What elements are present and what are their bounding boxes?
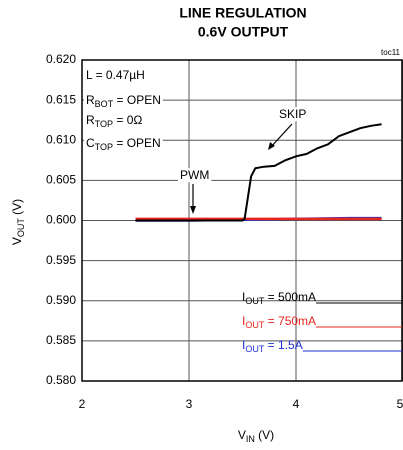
y-tick-label: 0.585 bbox=[46, 333, 76, 347]
legend-label-rest: = 750mA bbox=[264, 314, 316, 328]
y-tick-label: 0.620 bbox=[46, 52, 76, 66]
x-tick-label: 4 bbox=[293, 397, 300, 411]
legend-label-rest: = 500mA bbox=[264, 290, 316, 304]
x-axis-label: VIN (V) bbox=[238, 428, 274, 444]
series-line bbox=[135, 123, 382, 222]
annotation-rest: = OPEN bbox=[113, 136, 161, 150]
x-tick-label: 5 bbox=[397, 397, 403, 411]
annotation: PWM bbox=[180, 168, 209, 182]
annotation-main: R bbox=[86, 93, 95, 107]
y-tick-label: 0.610 bbox=[46, 132, 76, 146]
x-tick-label: 2 bbox=[79, 397, 86, 411]
y-axis-label-rest: (V) bbox=[10, 199, 24, 218]
legend-label-main: I bbox=[242, 314, 245, 328]
annotation-sub: BOT bbox=[95, 99, 114, 109]
x-axis-label-sub: IN bbox=[246, 434, 255, 444]
annotation-main: R bbox=[86, 113, 95, 127]
annotation-bg bbox=[84, 113, 145, 130]
annotation: CTOP = OPEN bbox=[86, 136, 161, 152]
legend-label: IOUT = 1.5A bbox=[242, 338, 303, 354]
annotation-main: SKIP bbox=[279, 107, 306, 121]
legend-label-rest: = 1.5A bbox=[264, 338, 302, 352]
y-axis-label-main: V bbox=[10, 237, 24, 245]
y-tick-label: 0.615 bbox=[46, 92, 76, 106]
chart-title: 0.6V OUTPUT bbox=[198, 24, 289, 40]
y-tick-label: 0.605 bbox=[46, 173, 76, 187]
y-tick-label: 0.590 bbox=[46, 293, 76, 307]
x-tick-label: 3 bbox=[186, 397, 193, 411]
y-tick-label: 0.600 bbox=[46, 213, 76, 227]
annotation-bg bbox=[277, 107, 309, 122]
legend-label-main: I bbox=[242, 338, 245, 352]
legend-label-main: I bbox=[242, 290, 245, 304]
figure-code: toc11 bbox=[381, 48, 401, 57]
x-axis-label-rest: (V) bbox=[255, 428, 274, 442]
annotation-bg bbox=[84, 93, 163, 110]
y-tick-label: 0.595 bbox=[46, 253, 76, 267]
annotation-bg bbox=[84, 136, 163, 153]
annotation: L = 0.47µH bbox=[86, 68, 145, 82]
annotation: RBOT = OPEN bbox=[86, 93, 161, 109]
legend-label-sub: OUT bbox=[245, 320, 265, 330]
annotation: SKIP bbox=[279, 107, 306, 121]
annotation-sub: TOP bbox=[95, 142, 113, 152]
annotation-rest: = OPEN bbox=[113, 93, 161, 107]
y-axis-label-sub: OUT bbox=[16, 218, 26, 238]
legend-label-sub: OUT bbox=[245, 344, 265, 354]
annotation-main: PWM bbox=[180, 168, 209, 182]
annotation-main: C bbox=[86, 136, 95, 150]
legend-label-sub: OUT bbox=[245, 296, 265, 306]
annotation-bg bbox=[84, 68, 147, 83]
annotation-bg bbox=[178, 168, 212, 183]
y-tick-label: 0.580 bbox=[46, 373, 76, 387]
legend-label: IOUT = 750mA bbox=[242, 314, 316, 330]
arrowhead bbox=[268, 142, 275, 150]
plot-frame bbox=[81, 59, 403, 382]
x-axis-label-main: V bbox=[238, 428, 246, 442]
legend-label: IOUT = 500mA bbox=[242, 290, 316, 306]
arrowhead bbox=[190, 206, 196, 214]
arrow bbox=[269, 123, 293, 149]
chart-title: LINE REGULATION bbox=[179, 5, 306, 21]
annotation-sub: TOP bbox=[95, 119, 113, 129]
annotation-rest: = 0Ω bbox=[113, 113, 142, 127]
y-axis-label: VOUT (V) bbox=[10, 199, 26, 245]
annotation: RTOP = 0Ω bbox=[86, 113, 142, 129]
annotation-main: L = 0.47µH bbox=[86, 68, 145, 82]
